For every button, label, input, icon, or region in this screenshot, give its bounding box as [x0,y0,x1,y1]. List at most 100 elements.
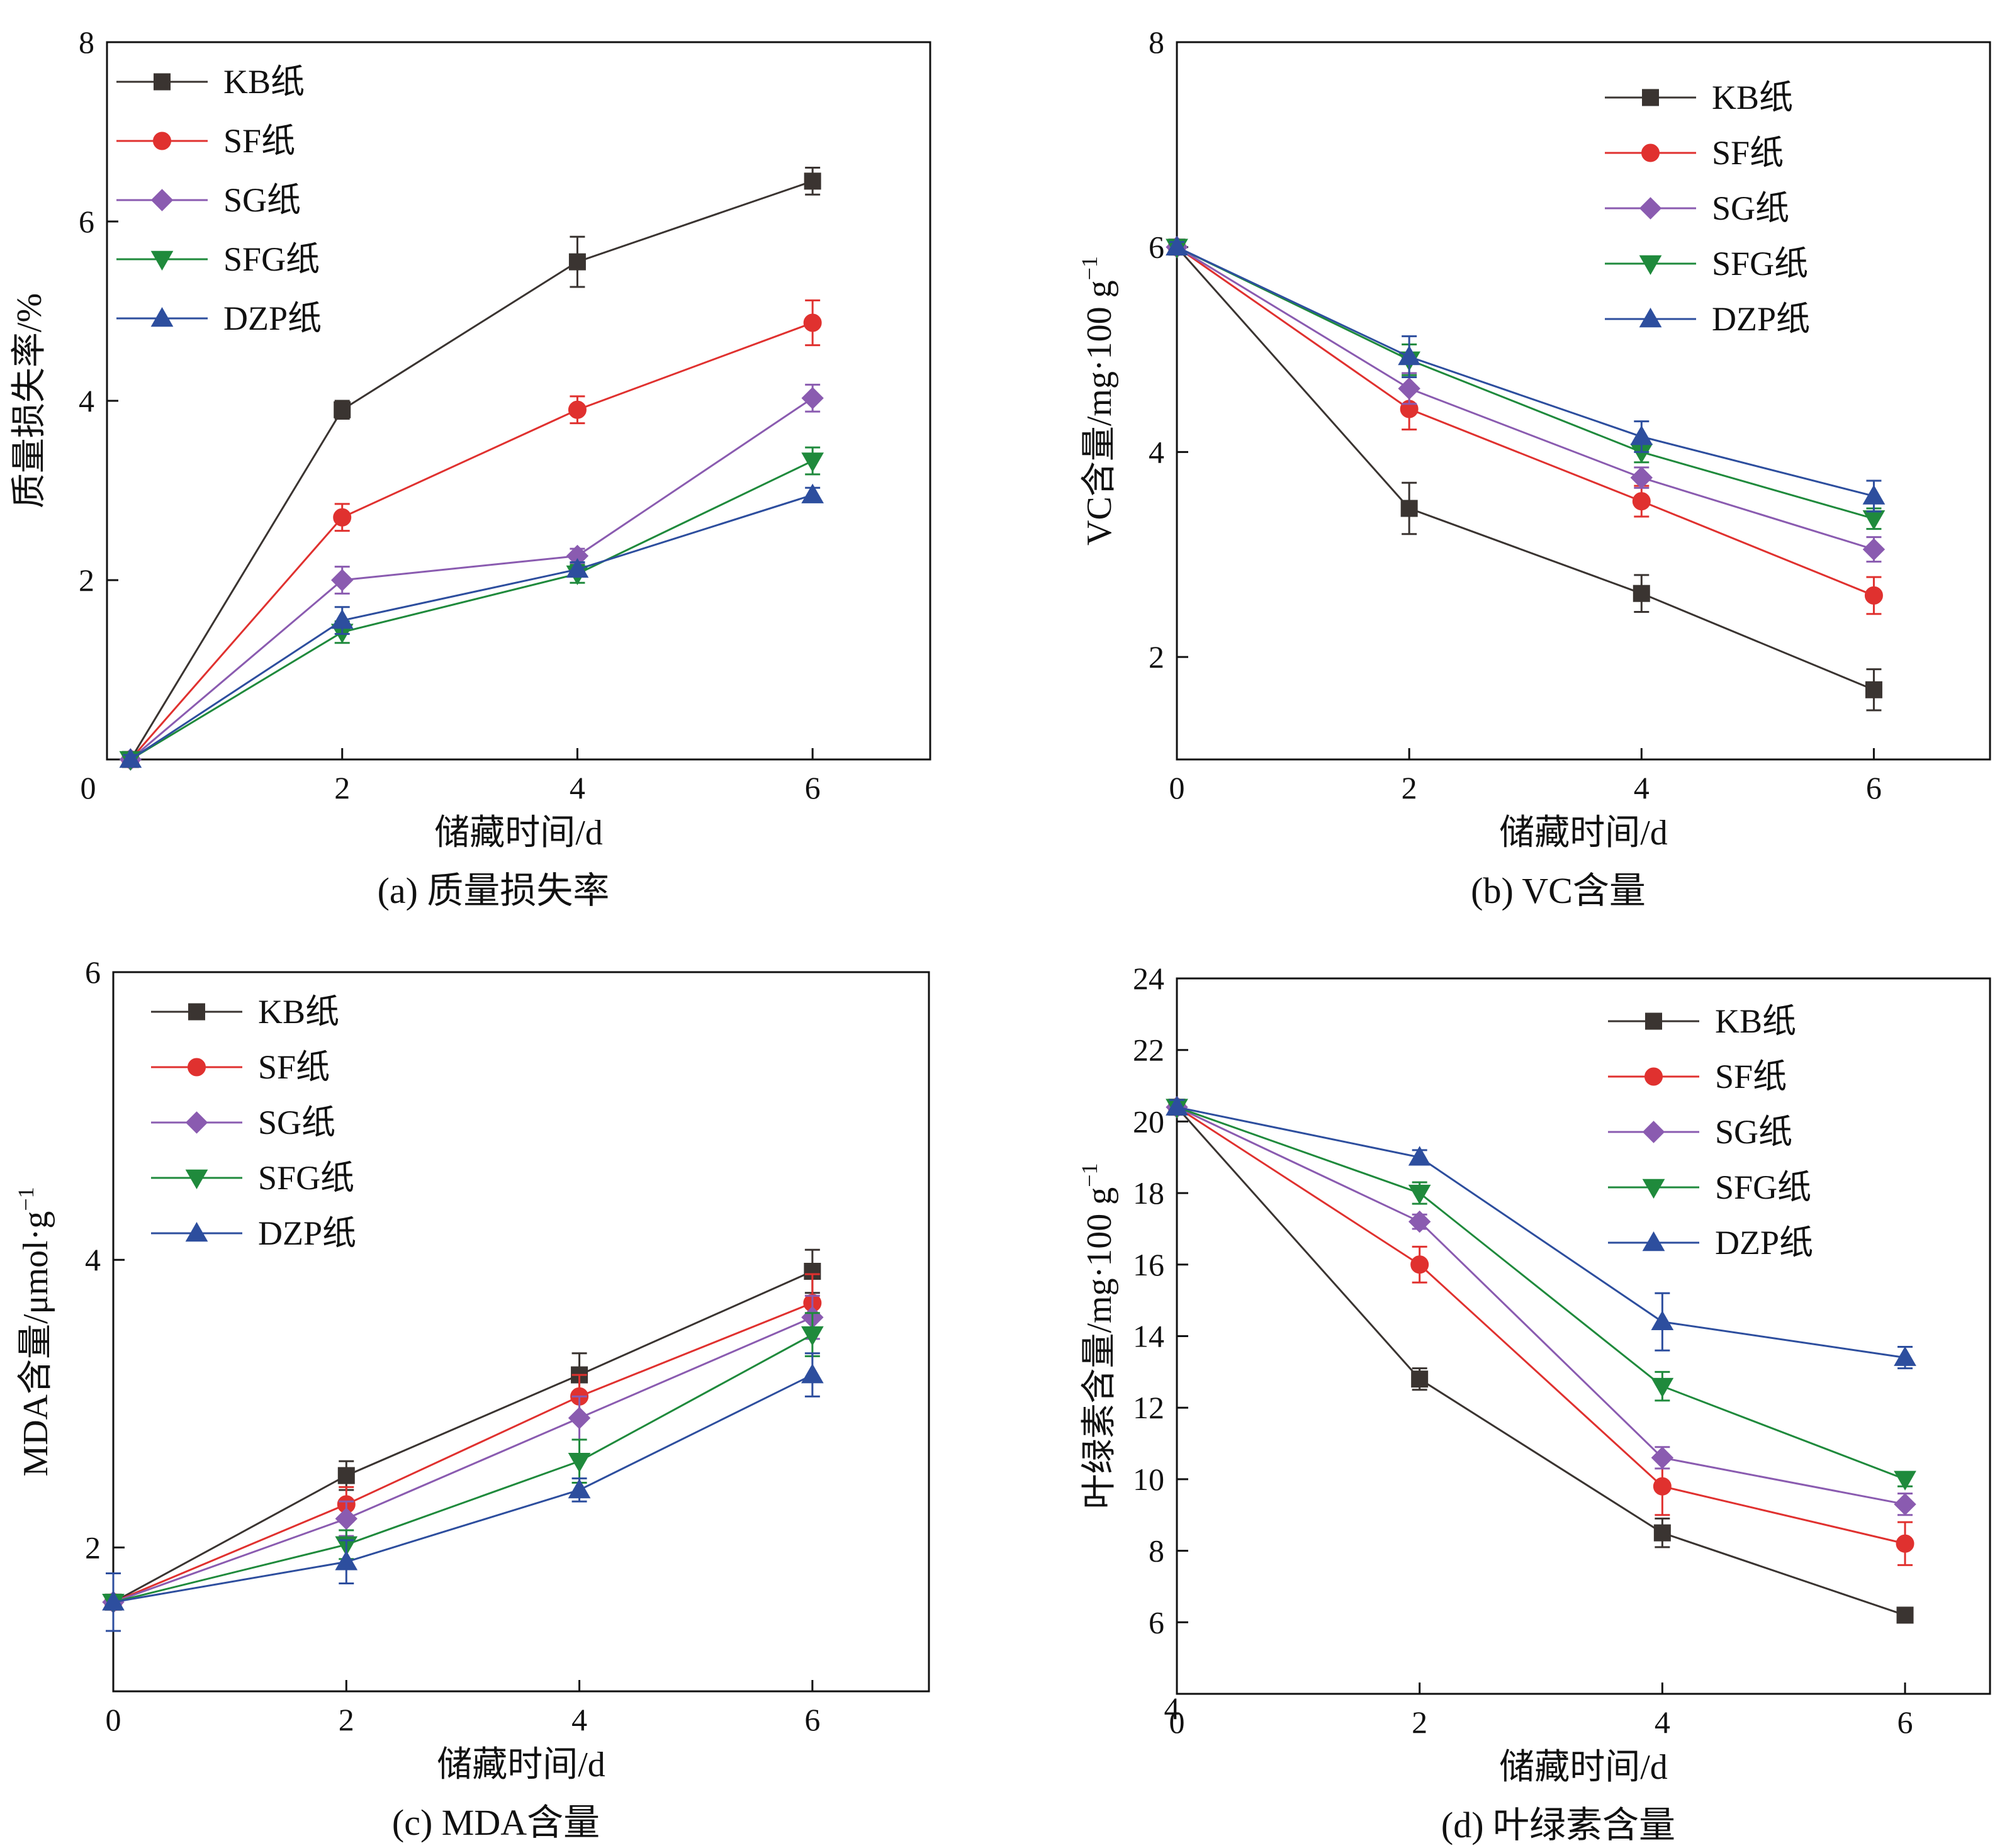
y-tick-label: 8 [79,25,94,60]
x-tick-label: 0 [1169,1705,1185,1740]
y-axis-title-superscript: −1 [1077,256,1102,280]
data-point [1894,1470,1916,1491]
series-line [113,1302,813,1603]
legend-a: KB纸 SF纸 SG纸 SFG纸 DZP纸 [116,63,322,337]
plot-frame-c [112,971,930,1693]
legend-label: KB纸 [1712,79,1793,116]
series-line [113,1333,813,1603]
legend-marker [153,132,171,150]
legend-marker [185,1169,208,1190]
legend-marker [150,250,174,271]
series-SF纸 [104,1273,822,1611]
data-point [333,508,352,527]
series-line [130,180,813,760]
data-point [568,1478,591,1499]
y-tick-label: 4 [79,383,94,418]
data-point [1896,1534,1914,1553]
legend-label: SG纸 [1715,1113,1792,1151]
series-SFG纸 [1166,238,1886,530]
series-line [130,322,813,760]
data-point [801,1326,824,1347]
legend-label: DZP纸 [223,300,322,337]
y-tick-label: 6 [79,204,94,239]
legend-marker [1639,307,1662,328]
y-tick-label: 16 [1133,1247,1164,1282]
data-point [119,748,142,768]
series-SFG纸 [119,446,824,771]
data-point [568,400,587,419]
data-point [1411,1370,1429,1388]
series-line [113,1270,813,1603]
y-tick-label: 6 [1149,1604,1164,1640]
legend-label: DZP纸 [1715,1224,1813,1262]
series-line [1176,1106,1906,1616]
legend-d: KB纸 SF纸 SG纸 SFG纸 DZP纸 [1608,1002,1813,1262]
y-tick-label: 24 [1133,961,1164,996]
data-point [1408,1184,1431,1205]
data-point [1865,681,1882,698]
panel-a: 2 4 6 2 4 6 8 0 储藏时间/d (a) 质量损失率 质量损失率/% KB纸 SF纸 SG纸 S… [10,25,931,911]
series-line [1176,1106,1906,1506]
legend-label: SFG纸 [1712,245,1808,283]
data-point [1398,345,1421,366]
legend-label: SF纸 [1712,134,1784,172]
legend-marker [185,1221,208,1242]
data-point [566,557,589,578]
data-point [1651,1377,1674,1398]
legend-marker [185,1111,208,1134]
series-DZP纸 [1166,1095,1916,1370]
y-axis-title: VC含量/mg·100 g−1 [1077,256,1119,546]
series-SG纸 [1166,236,1886,563]
series-line [1176,246,1874,520]
series-line [1176,1106,1906,1359]
data-point [1653,1477,1672,1496]
legend-label: SF纸 [258,1048,330,1086]
series-line [1176,246,1874,497]
series-line [130,460,813,761]
data-point [102,1591,125,1611]
legend-marker [150,306,174,327]
panel-caption: (b) VC含量 [1471,870,1646,911]
legend-marker [1639,197,1662,220]
series-SG纸 [102,1294,824,1613]
data-point [568,1406,591,1430]
legend-label: SFG纸 [258,1159,354,1197]
y-tick-label: 4 [1149,434,1164,469]
legend-marker [188,1058,206,1077]
x-axis-title: 储藏时间/d [434,814,603,853]
data-point [1630,466,1653,489]
data-point [1633,585,1650,602]
series-SG纸 [1166,1095,1916,1516]
y-axis-title-text: MDA含量/μmol·g [16,1211,55,1477]
x-tick-label: 6 [804,1702,820,1737]
data-point [1894,1346,1916,1366]
legend-marker [188,1003,205,1021]
series-DZP纸 [1166,235,1886,513]
data-point [1651,1447,1674,1469]
data-point [568,1452,591,1473]
legend-label: SFG纸 [223,240,320,278]
data-point [334,401,351,418]
legend-marker [154,73,171,91]
y-axis-title-superscript: −1 [1077,1163,1102,1187]
legend-label: SG纸 [1712,189,1789,227]
x-tick-label: 4 [570,770,585,805]
x-tick-label: 2 [339,1702,354,1737]
data-point [1630,425,1653,445]
legend-marker [1639,255,1662,276]
x-tick-label: 2 [1412,1705,1427,1740]
x-tick-label: 2 [334,770,350,805]
data-point [335,1507,357,1530]
series-line [130,397,813,761]
x-tick-label: 6 [1897,1705,1913,1740]
data-point [1166,235,1188,255]
x-tick-label: 0 [106,1702,121,1737]
plot-frame-b [1176,41,1991,761]
y-tick-label: 14 [1133,1319,1164,1354]
data-point [1862,538,1886,561]
x-tick-label: 0 [1169,770,1185,805]
data-point [801,483,824,503]
y-tick-label: 2 [1149,639,1164,675]
